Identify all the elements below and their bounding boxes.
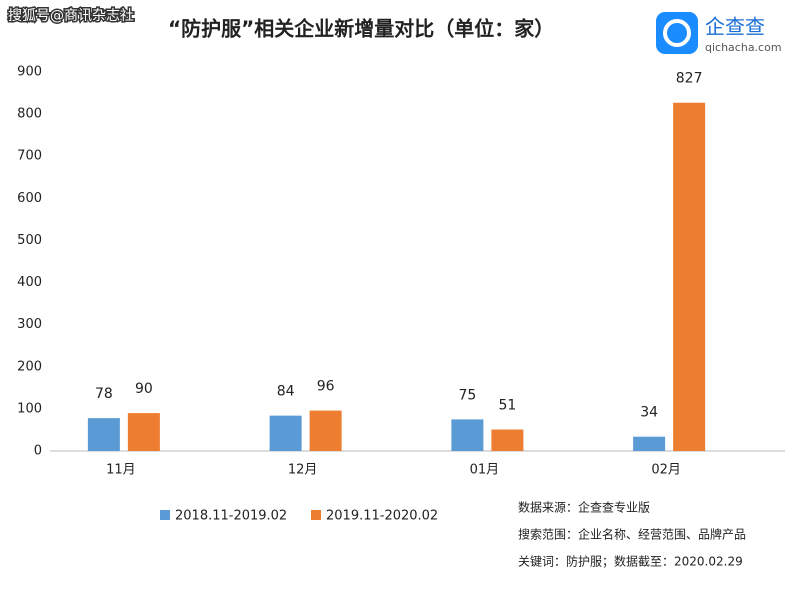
y-tick-label: 0 (34, 444, 42, 459)
y-tick-label: 600 (17, 191, 42, 206)
y-tick-label: 400 (17, 275, 42, 290)
value-label: 90 (135, 381, 153, 397)
bar (451, 419, 484, 451)
legend-label: 2018.11-2019.02 (175, 509, 287, 524)
legend-swatch (311, 510, 321, 520)
value-label: 96 (317, 379, 335, 395)
logo-icon (656, 12, 698, 54)
y-tick-label: 500 (17, 233, 42, 248)
x-tick-label: 12月 (288, 463, 318, 478)
bar (673, 102, 706, 451)
value-label: 84 (277, 384, 295, 400)
logo-name: 企查查 (705, 15, 765, 39)
value-label: 34 (640, 405, 658, 421)
value-label: 827 (676, 71, 703, 87)
note: 数据来源：企查查专业版 (518, 500, 650, 515)
x-tick-label: 11月 (106, 463, 136, 478)
legend-label: 2019.11-2020.02 (326, 509, 438, 524)
x-tick-label: 01月 (470, 463, 500, 478)
y-tick-label: 200 (17, 359, 42, 374)
bar (309, 410, 342, 451)
logo-glyph (663, 19, 691, 47)
y-tick-label: 100 (17, 401, 42, 416)
chart-title: “防护服”相关企业新增量对比（单位：家） (168, 17, 554, 41)
bar (87, 418, 120, 451)
y-tick-label: 800 (17, 107, 42, 122)
note: 搜索范围：企业名称、经营范围、品牌产品 (518, 527, 746, 542)
logo-site: qichacha.com (705, 41, 782, 54)
legend-swatch (160, 510, 170, 520)
note: 关键词：防护服；数据截至：2020.02.29 (518, 554, 743, 569)
value-label: 75 (458, 387, 476, 403)
value-label: 78 (95, 386, 113, 402)
bar (269, 415, 302, 451)
y-tick-label: 900 (17, 65, 42, 80)
bar (633, 436, 666, 451)
y-tick-label: 700 (17, 149, 42, 164)
bar (127, 413, 160, 451)
watermark: 搜狐号@商讯杂志社 (8, 8, 134, 24)
bar (491, 429, 524, 451)
value-label: 51 (498, 398, 516, 414)
y-tick-label: 300 (17, 317, 42, 332)
x-tick-label: 02月 (651, 463, 681, 478)
